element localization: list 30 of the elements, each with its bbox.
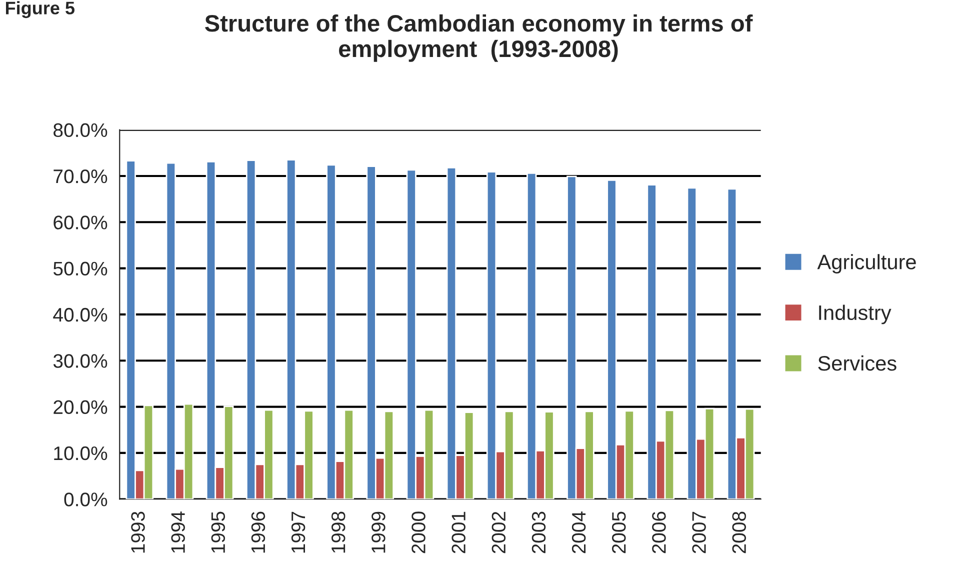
caption: Figure 5 [6, 1, 75, 18]
x-tick-label: 2000 [412, 512, 426, 554]
x-tick-label: 1996 [251, 512, 266, 553]
x-tick-label: 1997 [291, 512, 306, 553]
y-tick-label: 30.0% [53, 354, 108, 368]
x-tick-label: 2001 [452, 512, 466, 554]
y-tick-label: 50.0% [53, 262, 108, 276]
y-tick-label: 10.0% [54, 446, 108, 460]
y-tick-label: 80.0% [54, 123, 108, 138]
x-tick-label: 2007 [692, 512, 706, 554]
x-tick-label: 1993 [131, 512, 145, 553]
legend-label: Agriculture [817, 254, 916, 274]
x-tick-label: 2008 [732, 512, 746, 554]
legend-label: Industry [819, 304, 892, 324]
x-tick-label: 1998 [331, 512, 346, 553]
y-tick-label: 70.0% [54, 169, 108, 184]
x-tick-label: 2005 [612, 512, 626, 554]
y-tick-label: 60.0% [54, 216, 108, 230]
x-tick-label: 2004 [572, 511, 586, 554]
x-tick-label: 2002 [492, 512, 506, 554]
legend-label: Services [818, 355, 896, 371]
y-tick-label: 20.0% [54, 400, 108, 414]
y-tick-label: 40.0% [53, 308, 108, 322]
chart-title: Structure of the Cambodian economy in terms of employment (1993-2008) [205, 14, 753, 62]
x-tick-label: 2006 [652, 512, 666, 554]
x-tick-label: 2003 [532, 512, 546, 554]
x-tick-label: 1995 [211, 512, 226, 553]
x-tick-label: 1994 [171, 511, 185, 553]
y-tick-label: 0.0% [64, 492, 108, 506]
x-tick-label: 1999 [372, 512, 386, 553]
